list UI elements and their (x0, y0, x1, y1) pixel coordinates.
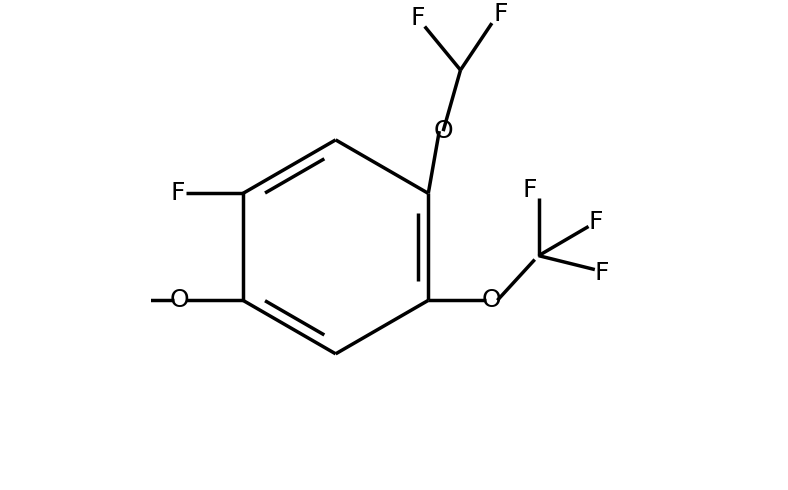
Text: F: F (411, 6, 425, 30)
Text: F: F (589, 210, 603, 234)
Text: F: F (595, 261, 609, 285)
Text: F: F (522, 178, 537, 202)
Text: O: O (433, 119, 453, 143)
Text: O: O (481, 288, 501, 312)
Text: F: F (493, 2, 508, 26)
Text: F: F (170, 181, 184, 205)
Text: O: O (170, 288, 190, 312)
